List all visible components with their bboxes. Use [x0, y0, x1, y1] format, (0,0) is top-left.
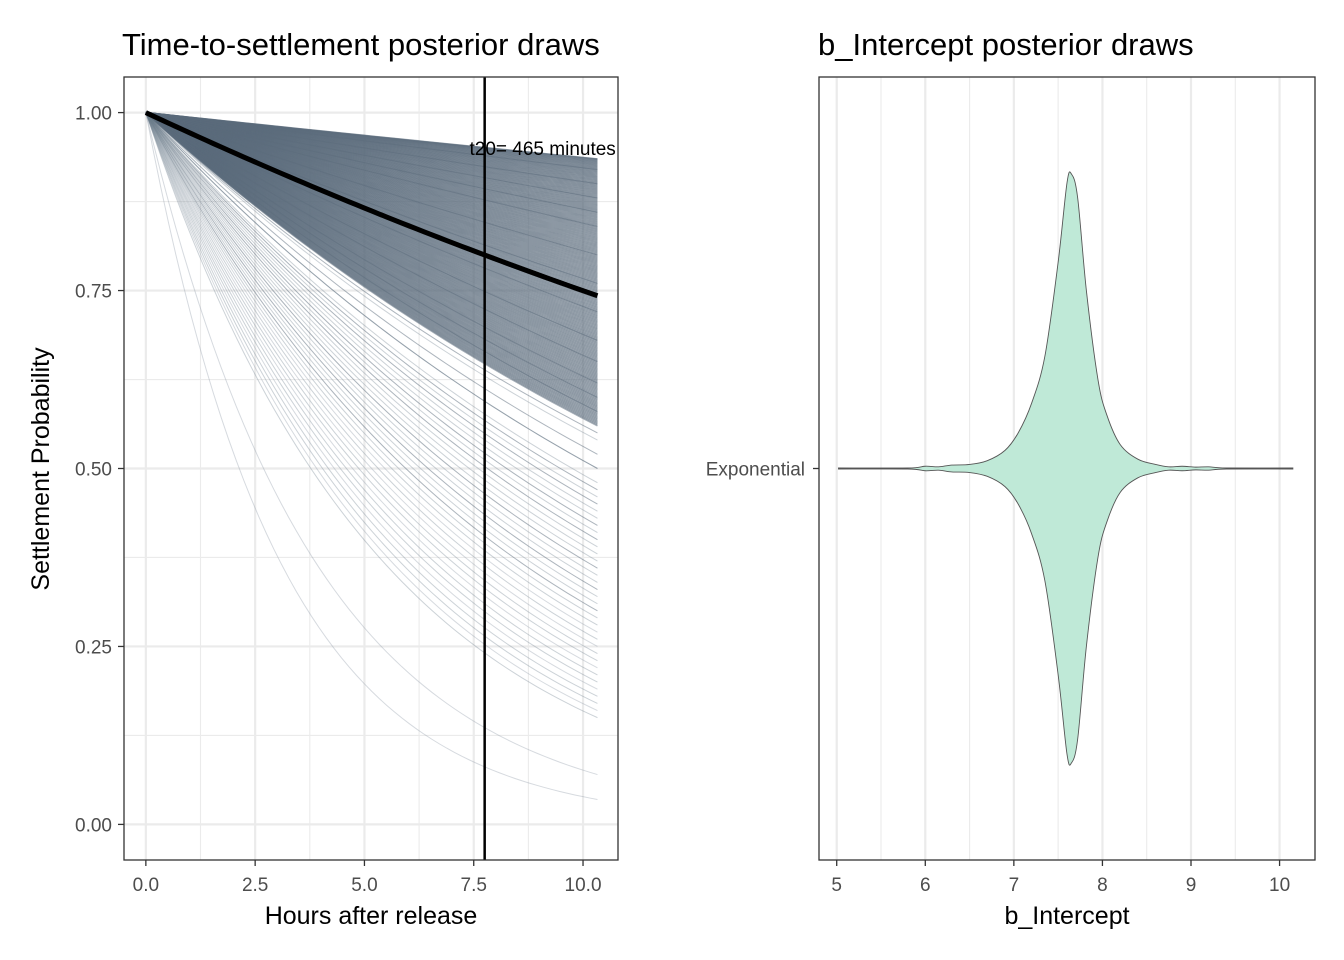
- posterior-draw-line: [145, 112, 598, 185]
- posterior-draw-line: [145, 112, 598, 633]
- posterior-draw-line: [145, 112, 598, 662]
- posterior-draw-line: [145, 112, 598, 583]
- violin-shape: [838, 171, 1294, 766]
- posterior-draw-line: [145, 112, 598, 719]
- left-x-tick-label: 0.0: [133, 875, 159, 896]
- right-x-tick-label: 8: [1097, 875, 1108, 896]
- mean-curve: [144, 110, 599, 299]
- left-chart-title: Time-to-settlement posterior draws: [122, 27, 600, 62]
- posterior-draw-line: [145, 112, 598, 562]
- posterior-draw-line: [145, 112, 598, 441]
- posterior-draw-line: [145, 112, 598, 412]
- posterior-draw-line: [145, 112, 598, 398]
- left-plot-area: t20= 465 minutes: [124, 77, 618, 860]
- left-y-tick-label: 0.00: [75, 815, 112, 836]
- posterior-draw-line: [145, 112, 598, 704]
- posterior-draw-line: [145, 112, 598, 469]
- posterior-draw-line: [145, 112, 598, 171]
- posterior-draw-line: [145, 112, 598, 605]
- posterior-draw-line: [145, 112, 598, 384]
- posterior-draw-line: [145, 112, 598, 160]
- left-y-tick-label: 1.00: [75, 104, 112, 125]
- posterior-draw-line: [145, 112, 598, 526]
- posterior-draw-line: [145, 112, 598, 776]
- posterior-draw-line: [145, 112, 598, 619]
- left-x-tick-label: 10.0: [565, 875, 602, 896]
- posterior-draw-line: [145, 112, 598, 505]
- right-y-category-label: Exponential: [706, 460, 805, 481]
- posterior-draw-line: [145, 111, 598, 427]
- posterior-draw-line: [145, 112, 598, 512]
- posterior-draw-line: [145, 112, 598, 498]
- posterior-draw-line: [145, 112, 598, 626]
- left-x-tick-label: 7.5: [461, 875, 487, 896]
- survival-curve-panel: Time-to-settlement posterior draws t20= …: [27, 27, 619, 930]
- left-x-tick-label: 5.0: [351, 875, 377, 896]
- posterior-draw-line: [145, 112, 598, 434]
- posterior-draw-line: [145, 112, 598, 227]
- posterior-draw-line: [145, 112, 598, 363]
- posterior-draw-line: [145, 112, 598, 533]
- posterior-draw-line: [145, 112, 598, 555]
- posterior-draw-line: [145, 112, 598, 548]
- left-y-tick-label: 0.50: [75, 460, 112, 481]
- left-x-tick-label: 2.5: [242, 875, 268, 896]
- posterior-draw-line: [145, 112, 598, 647]
- violin-panel: b_Intercept posterior draws 5 6 7 8 9 10 Expo…: [706, 27, 1316, 930]
- right-x-axis-label: b_Intercept: [1004, 902, 1129, 930]
- right-x-axis-ticks: 5 6 7 8 9 10: [831, 860, 1290, 896]
- posterior-draw-line: [145, 112, 598, 590]
- posterior-draw-line: [145, 112, 598, 711]
- right-y-axis-ticks: Exponential: [706, 460, 819, 481]
- posterior-draw-line: [145, 112, 598, 519]
- right-x-tick-label: 9: [1186, 875, 1197, 896]
- posterior-draw-line: [145, 112, 598, 683]
- posterior-draw-line: [145, 112, 598, 469]
- posterior-draw-line: [145, 112, 598, 341]
- right-plot-area: [819, 77, 1315, 860]
- posterior-draw-line: [145, 112, 598, 541]
- posterior-draw-line: [145, 112, 598, 313]
- posterior-draw-line: [145, 112, 598, 491]
- right-chart-title: b_Intercept posterior draws: [818, 27, 1194, 62]
- posterior-draw-line: [145, 112, 598, 199]
- posterior-draw-line: [145, 112, 598, 213]
- left-x-axis-label: Hours after release: [265, 902, 478, 930]
- left-y-tick-label: 0.75: [75, 282, 112, 303]
- posterior-draw-line: [145, 112, 598, 669]
- posterior-draw-line: [145, 112, 598, 655]
- posterior-draw-line: [145, 112, 598, 455]
- posterior-draw-line: [145, 112, 598, 576]
- left-y-axis-ticks: 0.00 0.25 0.50 0.75 1.00: [75, 104, 124, 836]
- left-y-axis-label: Settlement Probability: [27, 347, 55, 591]
- posterior-draw-line: [145, 112, 598, 676]
- posterior-draw-line: [145, 112, 598, 598]
- right-x-tick-label: 5: [831, 875, 842, 896]
- right-x-tick-label: 7: [1009, 875, 1020, 896]
- right-x-tick-label: 10: [1269, 875, 1290, 896]
- posterior-draw-line: [145, 112, 598, 569]
- left-y-tick-label: 0.25: [75, 637, 112, 658]
- posterior-draw-line: [145, 112, 598, 690]
- posterior-draw-line: [145, 112, 598, 640]
- posterior-draw-line: [145, 112, 598, 612]
- posterior-draw-line: [145, 112, 598, 800]
- posterior-draw-line: [145, 112, 598, 256]
- right-x-tick-label: 6: [920, 875, 931, 896]
- posterior-draw-line: [145, 112, 598, 484]
- posterior-draw-line: [145, 112, 598, 697]
- posterior-draw-curves: [145, 111, 598, 800]
- t20-annotation: t20= 465 minutes: [470, 139, 616, 160]
- left-x-axis-ticks: 0.0 2.5 5.0 7.5 10.0: [133, 860, 602, 896]
